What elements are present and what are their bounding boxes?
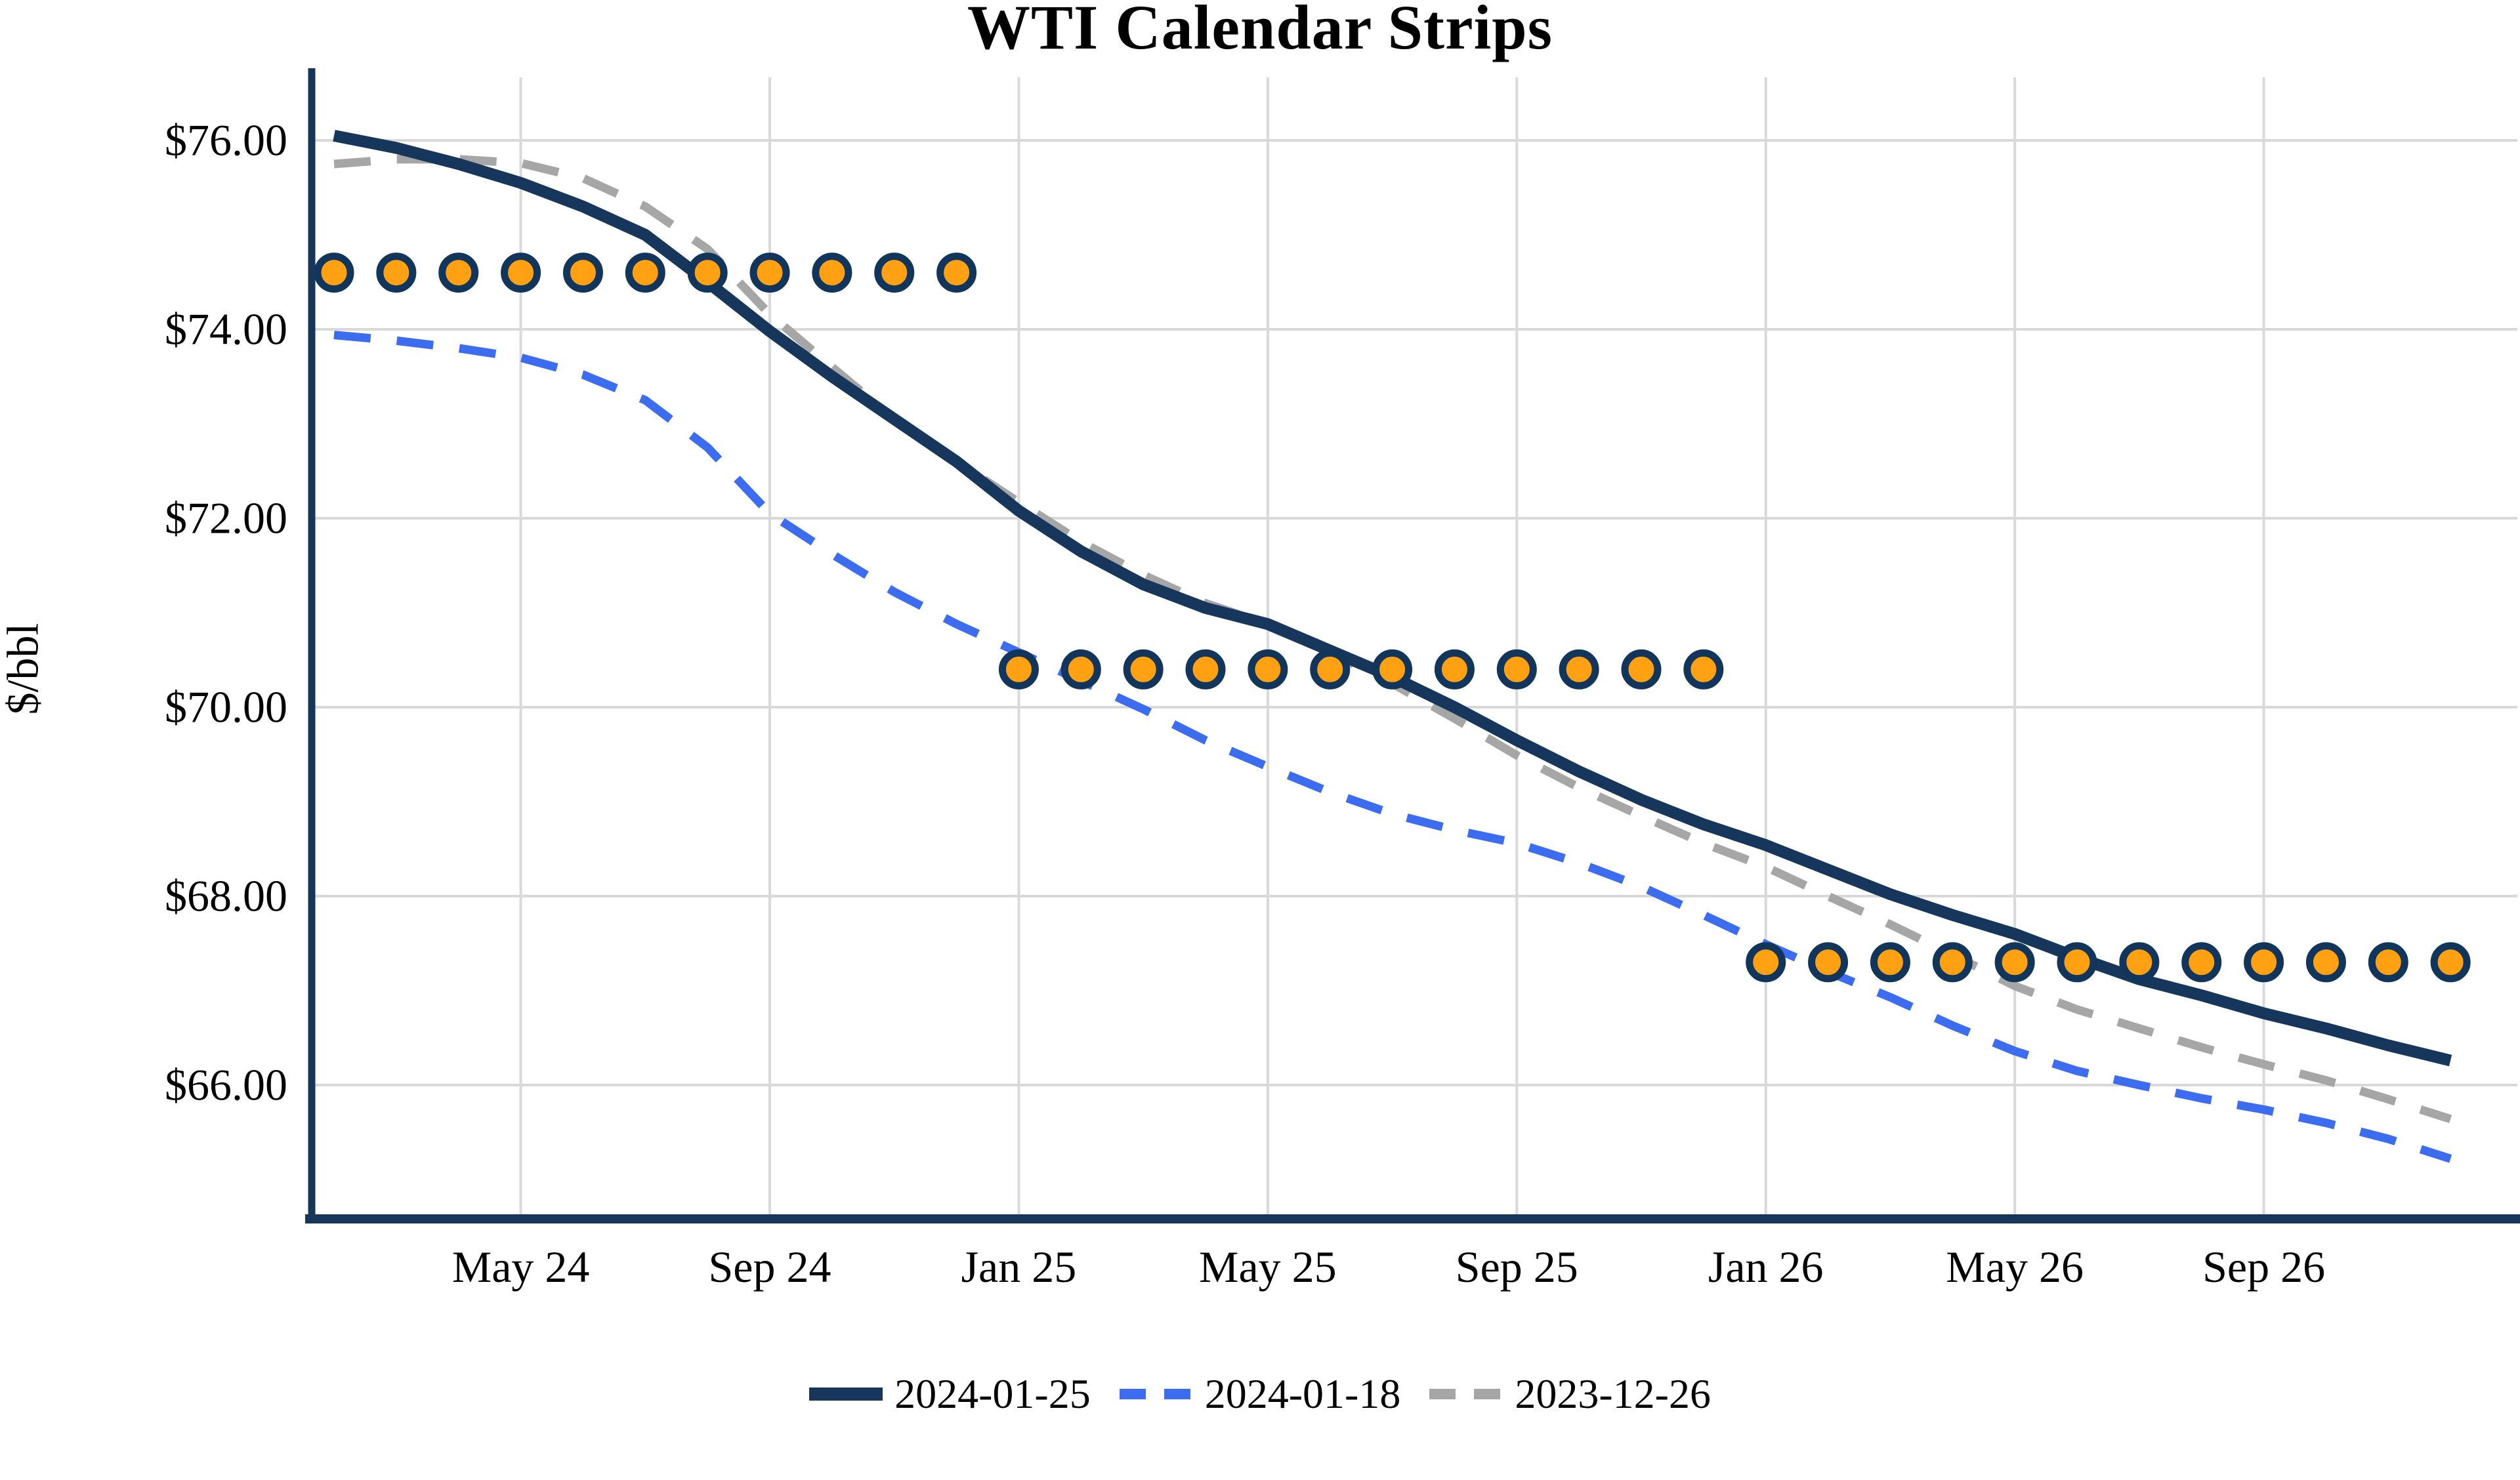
- strip-marker-cal-2026-strip[interactable]: [1808, 942, 1849, 983]
- strip-marker-cal-2024-strip[interactable]: [687, 253, 728, 293]
- legend-label: 2023-12-26: [1515, 1370, 1711, 1417]
- x-tick-label: Jan 25: [961, 1242, 1077, 1292]
- legend-label: 2024-01-25: [894, 1370, 1091, 1417]
- x-tick-label: May 24: [452, 1242, 590, 1292]
- y-tick-label: $76.00: [165, 115, 287, 165]
- y-tick-label: $72.00: [165, 493, 287, 543]
- strip-marker-cal-2026-strip[interactable]: [2430, 942, 2471, 983]
- strip-marker-cal-2024-strip[interactable]: [562, 253, 603, 293]
- legend-label: 2024-01-18: [1204, 1370, 1401, 1417]
- strip-marker-cal-2025-strip[interactable]: [998, 649, 1039, 689]
- strip-marker-cal-2025-strip[interactable]: [1621, 649, 1662, 689]
- dashed-line-swatch-icon: [1119, 1389, 1193, 1399]
- strip-marker-cal-2025-strip[interactable]: [1123, 649, 1164, 689]
- strip-marker-cal-2026-strip[interactable]: [2119, 942, 2160, 983]
- strip-marker-cal-2024-strip[interactable]: [874, 253, 915, 293]
- strip-marker-cal-2025-strip[interactable]: [1683, 649, 1724, 689]
- strip-marker-cal-2024-strip[interactable]: [625, 253, 665, 293]
- chart-title: WTI Calendar Strips: [967, 0, 1553, 62]
- dashed-line-swatch-icon: [1429, 1389, 1503, 1399]
- strip-marker-cal-2024-strip[interactable]: [438, 253, 479, 293]
- strip-marker-cal-2026-strip[interactable]: [2305, 942, 2346, 983]
- y-tick-label: $74.00: [165, 304, 287, 354]
- strip-marker-cal-2026-strip[interactable]: [2181, 942, 2222, 983]
- strip-marker-cal-2025-strip[interactable]: [1310, 649, 1351, 689]
- strip-marker-cal-2025-strip[interactable]: [1434, 649, 1475, 689]
- strip-marker-cal-2024-strip[interactable]: [812, 253, 852, 293]
- strip-marker-cal-2026-strip[interactable]: [1746, 942, 1786, 983]
- x-tick-label: Sep 24: [708, 1242, 831, 1292]
- strip-marker-cal-2026-strip[interactable]: [2244, 942, 2284, 983]
- solid-line-swatch-icon: [809, 1388, 883, 1401]
- y-tick-label: $68.00: [165, 871, 287, 921]
- legend-item-2024-01-25[interactable]: 2024-01-25: [809, 1370, 1091, 1418]
- strip-marker-cal-2026-strip[interactable]: [2057, 942, 2097, 983]
- strip-marker-cal-2024-strip[interactable]: [501, 253, 541, 293]
- legend-item-2024-01-18[interactable]: 2024-01-18: [1119, 1370, 1401, 1418]
- strip-marker-cal-2025-strip[interactable]: [1372, 649, 1413, 689]
- legend-item-2023-12-26[interactable]: 2023-12-26: [1429, 1370, 1711, 1418]
- strip-marker-cal-2025-strip[interactable]: [1060, 649, 1101, 689]
- x-tick-label: Sep 26: [2202, 1242, 2326, 1292]
- x-tick-label: May 26: [1946, 1242, 2084, 1292]
- y-tick-label: $66.00: [165, 1059, 287, 1110]
- strip-marker-cal-2026-strip[interactable]: [2368, 942, 2408, 983]
- strip-marker-cal-2024-strip[interactable]: [749, 253, 790, 293]
- strip-marker-cal-2024-strip[interactable]: [376, 253, 417, 293]
- strip-marker-cal-2026-strip[interactable]: [1994, 942, 2035, 983]
- series-line-2024-01-18[interactable]: [333, 331, 2452, 1163]
- x-tick-label: May 25: [1199, 1242, 1337, 1292]
- strip-marker-cal-2025-strip[interactable]: [1559, 649, 1599, 689]
- y-tick-label: $70.00: [165, 682, 287, 732]
- strip-marker-cal-2025-strip[interactable]: [1248, 649, 1288, 689]
- legend: 2024-01-25 2024-01-18 2023-12-26: [0, 1370, 2520, 1418]
- y-axis-title: $/bbl: [0, 623, 48, 715]
- x-tick-label: Jan 26: [1708, 1242, 1824, 1292]
- strip-marker-cal-2024-strip[interactable]: [936, 253, 977, 293]
- strip-marker-cal-2024-strip[interactable]: [314, 253, 354, 293]
- x-tick-label: Sep 25: [1455, 1242, 1578, 1292]
- strip-marker-cal-2026-strip[interactable]: [1932, 942, 1973, 983]
- strip-marker-cal-2026-strip[interactable]: [1870, 942, 1910, 983]
- strip-marker-cal-2025-strip[interactable]: [1185, 649, 1226, 689]
- strip-marker-cal-2025-strip[interactable]: [1496, 649, 1537, 689]
